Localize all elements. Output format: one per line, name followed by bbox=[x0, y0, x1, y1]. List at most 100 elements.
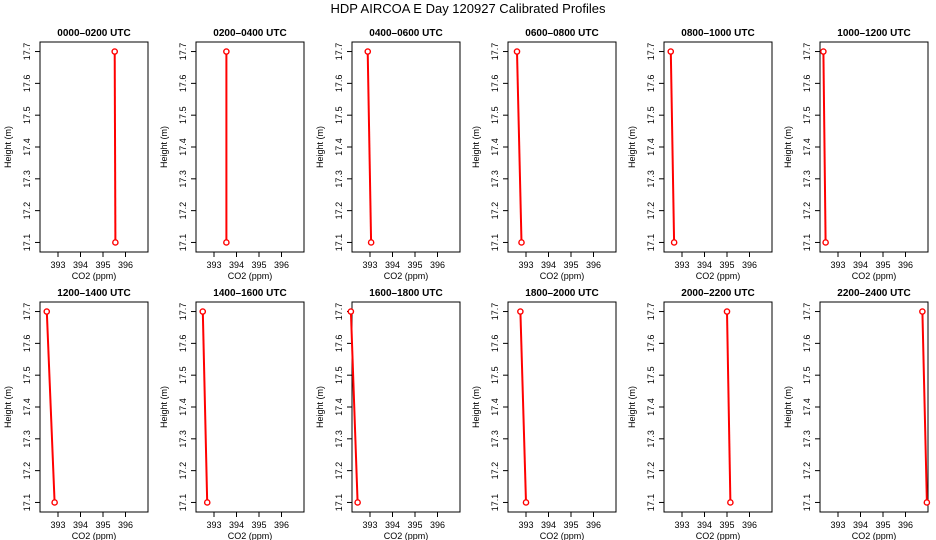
x-tick-label: 396 bbox=[898, 260, 913, 270]
y-tick-label: 17.5 bbox=[22, 366, 32, 384]
y-tick-label: 17.7 bbox=[802, 43, 812, 61]
data-point bbox=[354, 499, 361, 506]
x-axis-label: CO2 (ppm) bbox=[72, 531, 117, 540]
y-axis-label: Height (m) bbox=[3, 386, 13, 428]
plot-frame bbox=[195, 301, 305, 513]
y-tick-label: 17.1 bbox=[334, 494, 344, 512]
plot-frame bbox=[819, 41, 929, 253]
x-tick-label: 393 bbox=[50, 260, 65, 270]
plot-frame bbox=[39, 41, 149, 253]
y-axis-label: Height (m) bbox=[471, 386, 481, 428]
y-tick-label: 17.3 bbox=[334, 170, 344, 188]
x-tick-label: 396 bbox=[274, 520, 289, 530]
x-tick-label: 394 bbox=[385, 260, 400, 270]
y-tick-label: 17.6 bbox=[490, 335, 500, 353]
x-axis-label: CO2 (ppm) bbox=[852, 531, 897, 540]
y-tick-label: 17.1 bbox=[22, 494, 32, 512]
data-point bbox=[51, 499, 58, 506]
y-tick-label: 17.7 bbox=[646, 303, 656, 321]
y-tick-label: 17.3 bbox=[646, 430, 656, 448]
plot-frame bbox=[663, 301, 773, 513]
y-tick-label: 17.3 bbox=[802, 170, 812, 188]
panel-title: 1400–1600 UTC bbox=[213, 288, 286, 299]
y-tick-label: 17.7 bbox=[802, 303, 812, 321]
data-point bbox=[111, 48, 118, 55]
x-tick-label: 393 bbox=[830, 520, 845, 530]
y-tick-label: 17.6 bbox=[802, 75, 812, 93]
y-tick-label: 17.2 bbox=[490, 202, 500, 220]
data-point bbox=[723, 308, 731, 315]
x-tick-label: 395 bbox=[875, 520, 890, 530]
y-tick-label: 17.4 bbox=[802, 398, 812, 416]
profile-line bbox=[519, 311, 527, 503]
data-point bbox=[43, 308, 51, 315]
x-tick-label: 395 bbox=[563, 520, 578, 530]
y-tick-label: 17.4 bbox=[802, 138, 812, 156]
x-axis-label: CO2 (ppm) bbox=[384, 271, 429, 281]
x-tick-label: 394 bbox=[853, 520, 868, 530]
y-axis-label: Height (m) bbox=[315, 126, 325, 168]
y-tick-label: 17.7 bbox=[334, 303, 344, 321]
x-tick-label: 394 bbox=[73, 260, 88, 270]
x-tick-label: 394 bbox=[229, 260, 244, 270]
y-tick-label: 17.6 bbox=[22, 75, 32, 93]
y-tick-label: 17.2 bbox=[22, 462, 32, 480]
y-axis-label: Height (m) bbox=[471, 126, 481, 168]
y-tick-label: 17.6 bbox=[178, 335, 188, 353]
y-tick-label: 17.1 bbox=[22, 234, 32, 252]
y-tick-label: 17.2 bbox=[802, 202, 812, 220]
y-tick-label: 17.6 bbox=[802, 335, 812, 353]
y-tick-label: 17.3 bbox=[802, 430, 812, 448]
y-tick-label: 17.3 bbox=[178, 430, 188, 448]
y-tick-label: 17.5 bbox=[646, 106, 656, 124]
profile-line bbox=[921, 311, 928, 503]
panel-title: 1800–2000 UTC bbox=[525, 288, 598, 299]
x-tick-label: 395 bbox=[407, 520, 422, 530]
y-tick-label: 17.5 bbox=[178, 106, 188, 124]
data-point bbox=[223, 48, 230, 55]
x-tick-label: 396 bbox=[742, 520, 757, 530]
page-title: HDP AIRCOA E Day 120927 Calibrated Profi… bbox=[330, 1, 606, 16]
y-tick-label: 17.7 bbox=[490, 43, 500, 61]
data-point bbox=[727, 499, 734, 506]
y-tick-label: 17.4 bbox=[490, 398, 500, 416]
x-tick-label: 396 bbox=[430, 260, 445, 270]
plot-frame bbox=[351, 301, 461, 513]
y-tick-label: 17.2 bbox=[646, 202, 656, 220]
y-tick-label: 17.4 bbox=[178, 398, 188, 416]
x-tick-label: 395 bbox=[563, 260, 578, 270]
profile-line bbox=[822, 51, 827, 243]
data-point bbox=[347, 308, 355, 315]
plot-frame bbox=[819, 301, 929, 513]
y-tick-label: 17.3 bbox=[334, 430, 344, 448]
y-axis-label: Height (m) bbox=[783, 126, 793, 168]
y-tick-label: 17.7 bbox=[490, 303, 500, 321]
x-axis-label: CO2 (ppm) bbox=[72, 271, 117, 281]
y-tick-label: 17.6 bbox=[22, 335, 32, 353]
panel-title: 0200–0400 UTC bbox=[213, 28, 286, 39]
x-tick-label: 393 bbox=[362, 520, 377, 530]
x-tick-label: 395 bbox=[95, 520, 110, 530]
y-tick-label: 17.1 bbox=[646, 494, 656, 512]
y-tick-label: 17.1 bbox=[334, 234, 344, 252]
data-point bbox=[199, 308, 207, 315]
x-tick-label: 393 bbox=[50, 520, 65, 530]
x-tick-label: 395 bbox=[875, 260, 890, 270]
y-axis-label: Height (m) bbox=[3, 126, 13, 168]
profile-line bbox=[366, 51, 373, 243]
y-tick-label: 17.6 bbox=[334, 335, 344, 353]
data-point bbox=[364, 48, 372, 55]
y-tick-label: 17.7 bbox=[178, 43, 188, 61]
y-tick-label: 17.5 bbox=[646, 366, 656, 384]
x-tick-label: 395 bbox=[95, 260, 110, 270]
y-tick-label: 17.4 bbox=[178, 138, 188, 156]
y-tick-label: 17.5 bbox=[334, 106, 344, 124]
x-axis-label: CO2 (ppm) bbox=[228, 531, 273, 540]
y-tick-label: 17.3 bbox=[22, 430, 32, 448]
profile-line bbox=[726, 311, 732, 503]
data-point bbox=[517, 308, 524, 315]
y-tick-label: 17.3 bbox=[178, 170, 188, 188]
